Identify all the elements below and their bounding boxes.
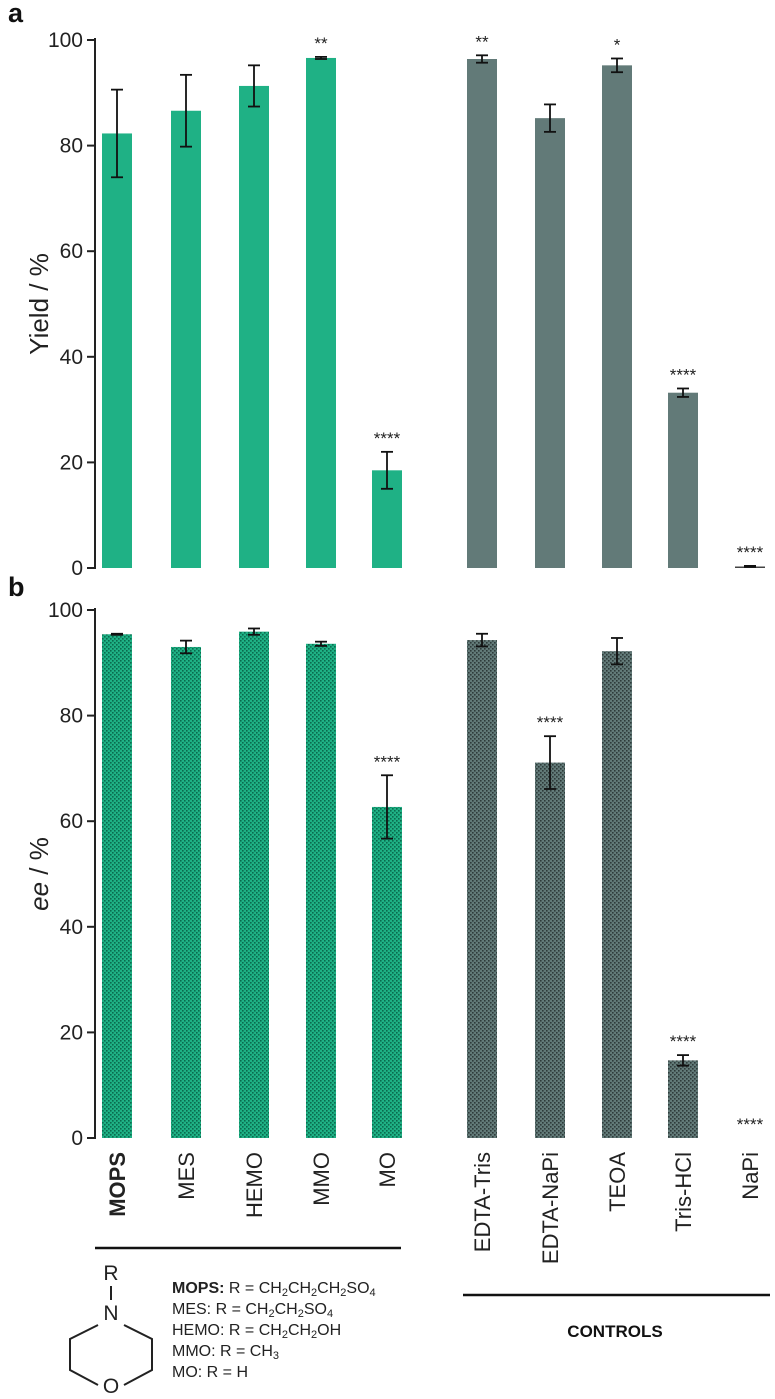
y-axis-title: Yield / %: [24, 253, 54, 355]
bar-edta-tris: [467, 640, 497, 1138]
significance-label: ****: [537, 713, 564, 732]
legend-name: MO:: [172, 1364, 203, 1381]
legend-row-mops: MOPS: R = CH2CH2CH2SO4: [172, 1278, 472, 1299]
bar-tris-hcl: [668, 1060, 698, 1138]
bar-edta-tris: [467, 59, 497, 569]
structure-o-label: O: [103, 1375, 119, 1398]
bar-mo: [372, 806, 402, 1138]
category-label-edta-napi: EDTA-NaPi: [538, 1152, 563, 1264]
bar-teoa: [602, 65, 632, 569]
bar-mops: [102, 133, 132, 568]
buffer-legend: MOPS: R = CH2CH2CH2SO4 MES: R = CH2CH2SO…: [172, 1278, 472, 1383]
y-tick-label: 40: [60, 916, 83, 939]
legend-name: HEMO:: [172, 1322, 225, 1339]
y-tick-label: 60: [60, 240, 83, 263]
morpholine-structure: R N O: [69, 1262, 153, 1398]
legend-row-mes: MES: R = CH2CH2SO4: [172, 1299, 472, 1320]
controls-label: CONTROLS: [567, 1322, 663, 1341]
significance-label: ****: [670, 1032, 697, 1051]
bar-edta-napi: [535, 762, 565, 1138]
bar-hemo: [239, 631, 269, 1138]
category-label-hemo: HEMO: [242, 1152, 267, 1218]
legend-row-hemo: HEMO: R = CH2CH2OH: [172, 1320, 472, 1341]
category-label-mops: MOPS: [105, 1152, 130, 1217]
legend-name: MMO:: [172, 1343, 216, 1360]
significance-label: ****: [670, 365, 697, 384]
panel-letter: b: [8, 572, 25, 602]
y-axis-title: ee / %: [24, 837, 54, 911]
y-tick-label: 20: [60, 1021, 83, 1044]
legend-name: MES:: [172, 1301, 212, 1318]
y-tick-label: 100: [48, 29, 83, 52]
significance-label: ****: [737, 1115, 764, 1134]
category-label-mo: MO: [375, 1152, 400, 1187]
y-tick-label: 80: [60, 135, 83, 158]
category-labels: MOPS MES HEMO MMO MO EDTA-Tris EDTA-NaPi TEOA Tr…: [105, 1152, 763, 1264]
category-label-edta-tris: EDTA-Tris: [470, 1152, 495, 1252]
y-tick-label: 0: [71, 557, 83, 580]
category-label-teoa: TEOA: [605, 1152, 630, 1212]
category-label-mes: MES: [174, 1152, 199, 1200]
panel-letter: a: [8, 0, 24, 28]
bar-hemo: [239, 85, 269, 568]
bar-edta-napi: [535, 118, 565, 569]
bar-mmo: [306, 57, 336, 569]
group-dividers: [95, 1246, 770, 1297]
legend-formula: R = CH2CH2SO4: [215, 1301, 334, 1320]
structure-n-label: N: [103, 1302, 118, 1325]
legend-name: MOPS:: [172, 1280, 225, 1297]
significance-label: **: [475, 32, 489, 51]
y-tick-label: 80: [60, 705, 83, 728]
structure-r-label: R: [103, 1262, 118, 1285]
significance-label: ****: [374, 429, 401, 448]
category-label-mmo: MMO: [309, 1152, 334, 1206]
significance-label: *: [614, 35, 621, 54]
y-tick-label: 20: [60, 451, 83, 474]
y-tick-label: 0: [71, 1127, 83, 1150]
bar-mops: [102, 634, 132, 1138]
bar-mmo: [306, 643, 336, 1138]
y-tick-label: 40: [60, 346, 83, 369]
legend-formula: R = CH2CH2OH: [228, 1322, 342, 1341]
category-label-napi: NaPi: [738, 1152, 763, 1200]
legend-formula: R = CH2CH2CH2SO4: [228, 1280, 376, 1299]
significance-label: ****: [374, 752, 401, 771]
panel-b-ee-chart: b ee / % 0 20 40 60 80 100 **** **** **** ****: [8, 572, 764, 1150]
legend-formula: R = CH3: [220, 1343, 280, 1362]
morpholine-ring: [123, 1324, 153, 1386]
bar-mes: [171, 646, 201, 1138]
significance-label: ****: [737, 543, 764, 562]
legend-formula: R = H: [206, 1364, 249, 1381]
bar-mes: [171, 110, 201, 568]
legend-row-mmo: MMO: R = CH3: [172, 1341, 472, 1362]
significance-label: **: [314, 34, 328, 53]
y-tick-label: 100: [48, 599, 83, 622]
legend-row-mo: MO: R = H: [172, 1362, 472, 1383]
y-tick-label: 60: [60, 810, 83, 833]
category-label-tris-hcl: Tris-HCl: [671, 1152, 696, 1232]
bar-tris-hcl: [668, 392, 698, 568]
bar-teoa: [602, 651, 632, 1138]
